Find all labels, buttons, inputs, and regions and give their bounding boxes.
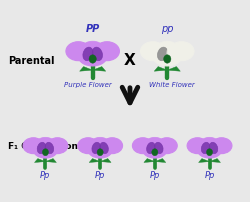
Ellipse shape [42, 149, 48, 156]
Ellipse shape [158, 47, 168, 61]
Ellipse shape [97, 149, 103, 156]
Text: X: X [124, 53, 136, 68]
Text: F₁ Generation: F₁ Generation [8, 142, 78, 151]
Ellipse shape [140, 42, 165, 61]
Ellipse shape [45, 142, 54, 154]
Ellipse shape [100, 142, 108, 154]
PathPatch shape [198, 159, 209, 162]
Ellipse shape [167, 47, 177, 61]
Ellipse shape [153, 47, 182, 66]
PathPatch shape [80, 67, 93, 71]
Ellipse shape [187, 138, 208, 154]
PathPatch shape [89, 159, 100, 162]
PathPatch shape [144, 159, 155, 162]
Ellipse shape [66, 42, 91, 61]
Ellipse shape [47, 138, 68, 154]
Ellipse shape [92, 142, 100, 154]
PathPatch shape [46, 159, 56, 162]
Ellipse shape [132, 138, 153, 154]
Text: Purple Flower: Purple Flower [64, 82, 112, 88]
Ellipse shape [169, 42, 194, 61]
Ellipse shape [164, 55, 171, 63]
Ellipse shape [37, 142, 46, 154]
Text: White Flower: White Flower [149, 82, 195, 88]
Ellipse shape [83, 41, 102, 53]
PathPatch shape [210, 159, 220, 162]
PathPatch shape [154, 67, 167, 71]
Ellipse shape [209, 142, 218, 154]
PathPatch shape [155, 159, 166, 162]
Text: PP: PP [86, 24, 100, 34]
Ellipse shape [23, 138, 44, 154]
Ellipse shape [92, 137, 108, 147]
Ellipse shape [211, 138, 232, 154]
Ellipse shape [78, 138, 98, 154]
Ellipse shape [78, 47, 107, 66]
Ellipse shape [152, 149, 158, 156]
Ellipse shape [92, 47, 102, 61]
Text: Pp: Pp [40, 171, 51, 180]
Ellipse shape [206, 149, 212, 156]
PathPatch shape [167, 67, 180, 71]
Ellipse shape [143, 142, 167, 158]
PathPatch shape [100, 159, 111, 162]
Ellipse shape [83, 47, 93, 61]
Ellipse shape [95, 42, 120, 61]
Ellipse shape [146, 142, 155, 154]
Text: Parental: Parental [8, 56, 55, 66]
Ellipse shape [201, 142, 210, 154]
Ellipse shape [158, 41, 177, 53]
Text: pp: pp [161, 24, 173, 34]
Ellipse shape [147, 137, 163, 147]
Ellipse shape [198, 142, 222, 158]
Ellipse shape [154, 142, 163, 154]
PathPatch shape [93, 67, 106, 71]
Ellipse shape [88, 142, 112, 158]
Ellipse shape [102, 138, 122, 154]
PathPatch shape [34, 159, 46, 162]
Ellipse shape [34, 142, 58, 158]
Text: Pp: Pp [204, 171, 215, 180]
Text: Pp: Pp [95, 171, 105, 180]
Ellipse shape [89, 55, 96, 63]
Text: Pp: Pp [150, 171, 160, 180]
Ellipse shape [37, 137, 54, 147]
Ellipse shape [201, 137, 218, 147]
Ellipse shape [156, 138, 177, 154]
